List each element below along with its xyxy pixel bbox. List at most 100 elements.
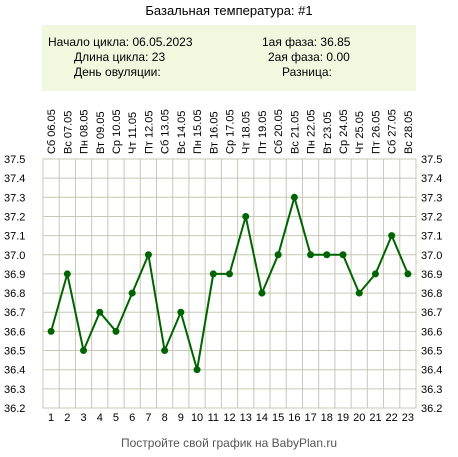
y-tick-label-right: 37.1 <box>421 231 442 243</box>
x-tick-label: 19 <box>337 412 349 424</box>
y-tick-label-left: 37.2 <box>4 211 25 223</box>
x-tick-label: 6 <box>129 412 135 424</box>
temperature-point <box>274 251 282 259</box>
date-label: Сб 13.05 <box>160 109 172 154</box>
ovulation-day-text: День овуляции: <box>74 65 161 79</box>
x-tick-label: 22 <box>386 412 398 424</box>
y-tick-label-right: 37.3 <box>421 192 442 204</box>
date-label: Вс 21.05 <box>289 111 301 154</box>
y-tick-label-left: 37.5 <box>4 154 25 166</box>
x-tick-label: 4 <box>97 412 103 424</box>
x-tick-labels: 1 2 3 4 5 6 7 8 9 10 11 12 13 14 15 16 17 18 19 20 21 22 23 <box>48 412 414 424</box>
x-tick-label: 16 <box>288 412 300 424</box>
x-tick-label: 13 <box>240 412 252 424</box>
y-tick-label-right: 36.9 <box>421 269 442 281</box>
cycle-start-text: Начало цикла: 06.05.2023 <box>48 35 193 49</box>
date-label: Вс 28.05 <box>403 111 415 154</box>
temperature-point <box>112 327 120 335</box>
date-label: Пт 19.05 <box>257 110 269 154</box>
y-tick-label-right: 36.6 <box>421 326 442 338</box>
temperature-point <box>323 251 331 259</box>
y-tick-label-right: 36.8 <box>421 288 442 300</box>
x-tick-label: 3 <box>80 412 86 424</box>
x-tick-label: 2 <box>64 412 70 424</box>
date-label: Пн 08.05 <box>79 109 91 154</box>
x-tick-label: 7 <box>145 412 151 424</box>
date-label: Чт 18.05 <box>241 111 253 154</box>
date-label: Вс 14.05 <box>176 111 188 154</box>
date-label: Пн 22.05 <box>306 109 318 154</box>
grid-lines <box>42 158 417 409</box>
date-label: Сб 06.05 <box>46 109 58 154</box>
x-tick-label: 17 <box>304 412 316 424</box>
temperature-point <box>404 270 412 278</box>
x-tick-label: 11 <box>208 412 219 424</box>
temperature-point <box>161 347 169 355</box>
date-label: Чт 25.05 <box>354 111 366 154</box>
x-tick-label: 18 <box>321 412 333 424</box>
y-tick-label-left: 37.1 <box>4 231 25 243</box>
temperature-point <box>339 251 347 259</box>
phase1-text: 1ая фаза: 36.85 <box>262 35 351 49</box>
y-tick-label-left: 36.8 <box>4 288 25 300</box>
date-label: Ср 10.05 <box>111 109 123 154</box>
y-tick-label-left: 36.6 <box>4 326 25 338</box>
y-tick-label-right: 37.2 <box>421 211 442 223</box>
date-label: Ср 17.05 <box>225 109 237 154</box>
date-label: Пт 12.05 <box>143 110 155 154</box>
y-tick-label-right: 36.4 <box>421 365 442 377</box>
date-labels: Сб 06.05 Вс 07.05 Пн 08.05 Вт 09.05 Ср 10.05… <box>46 109 415 154</box>
date-label: Вт 16.05 <box>208 111 220 154</box>
date-label: Вт 09.05 <box>95 111 107 154</box>
footer-credit: Постройте свой график на BabyPlan.ru <box>120 436 338 450</box>
temperature-point <box>193 366 201 374</box>
date-label: Вт 23.05 <box>322 111 334 154</box>
temperature-point <box>242 212 250 220</box>
y-tick-label-left: 36.2 <box>4 403 25 415</box>
y-tick-labels: 37.5 37.5 37.4 37.4 37.3 37.3 37.2 37.2 37.1 37.1… <box>4 154 442 415</box>
y-tick-label-left: 37.0 <box>4 250 25 262</box>
temperature-point <box>63 270 71 278</box>
temperature-point <box>290 193 298 201</box>
date-label: Пн 15.05 <box>192 109 204 154</box>
date-label: Ср 24.05 <box>338 109 350 154</box>
temperature-point <box>226 270 233 278</box>
temperature-point <box>177 308 185 316</box>
phase2-text: 2ая фаза: 0.00 <box>268 50 350 64</box>
temperature-point <box>209 270 217 278</box>
y-tick-label-right: 36.3 <box>421 384 442 396</box>
temperature-series <box>47 193 412 374</box>
date-label: Сб 27.05 <box>387 109 399 154</box>
x-tick-label: 1 <box>48 412 54 424</box>
temperature-point <box>258 289 266 297</box>
x-tick-label: 15 <box>272 412 284 424</box>
date-label: Чт 11.05 <box>127 112 139 154</box>
x-tick-label: 9 <box>178 412 184 424</box>
plot-area <box>42 158 417 409</box>
temperature-point <box>355 289 363 297</box>
y-tick-label-left: 36.4 <box>4 365 25 377</box>
cycle-info-panel: Начало цикла: 06.05.2023 Длина цикла: 23… <box>42 25 416 91</box>
chart-title: Базальная температура: #1 <box>145 3 313 18</box>
y-tick-label-left: 36.3 <box>4 384 25 396</box>
y-tick-label-left: 37.4 <box>4 173 25 185</box>
date-label: Пт 26.05 <box>370 110 382 154</box>
y-tick-label-left: 36.9 <box>4 269 25 281</box>
y-tick-label-left: 37.3 <box>4 192 25 204</box>
date-label: Сб 20.05 <box>273 109 285 154</box>
x-tick-label: 10 <box>191 412 203 424</box>
temperature-point <box>144 251 152 259</box>
temperature-point <box>96 308 104 316</box>
y-tick-label-right: 36.5 <box>421 346 442 358</box>
x-tick-label: 20 <box>353 412 365 424</box>
temperature-point <box>47 327 55 335</box>
temperature-point <box>371 270 379 278</box>
temperature-point <box>388 232 396 240</box>
y-tick-label-left: 36.5 <box>4 346 25 358</box>
difference-text: Разница: <box>282 65 332 79</box>
y-tick-label-right: 37.0 <box>421 250 442 262</box>
y-tick-label-right: 37.5 <box>421 154 442 166</box>
x-tick-label: 14 <box>256 412 268 424</box>
temperature-point <box>80 347 88 355</box>
